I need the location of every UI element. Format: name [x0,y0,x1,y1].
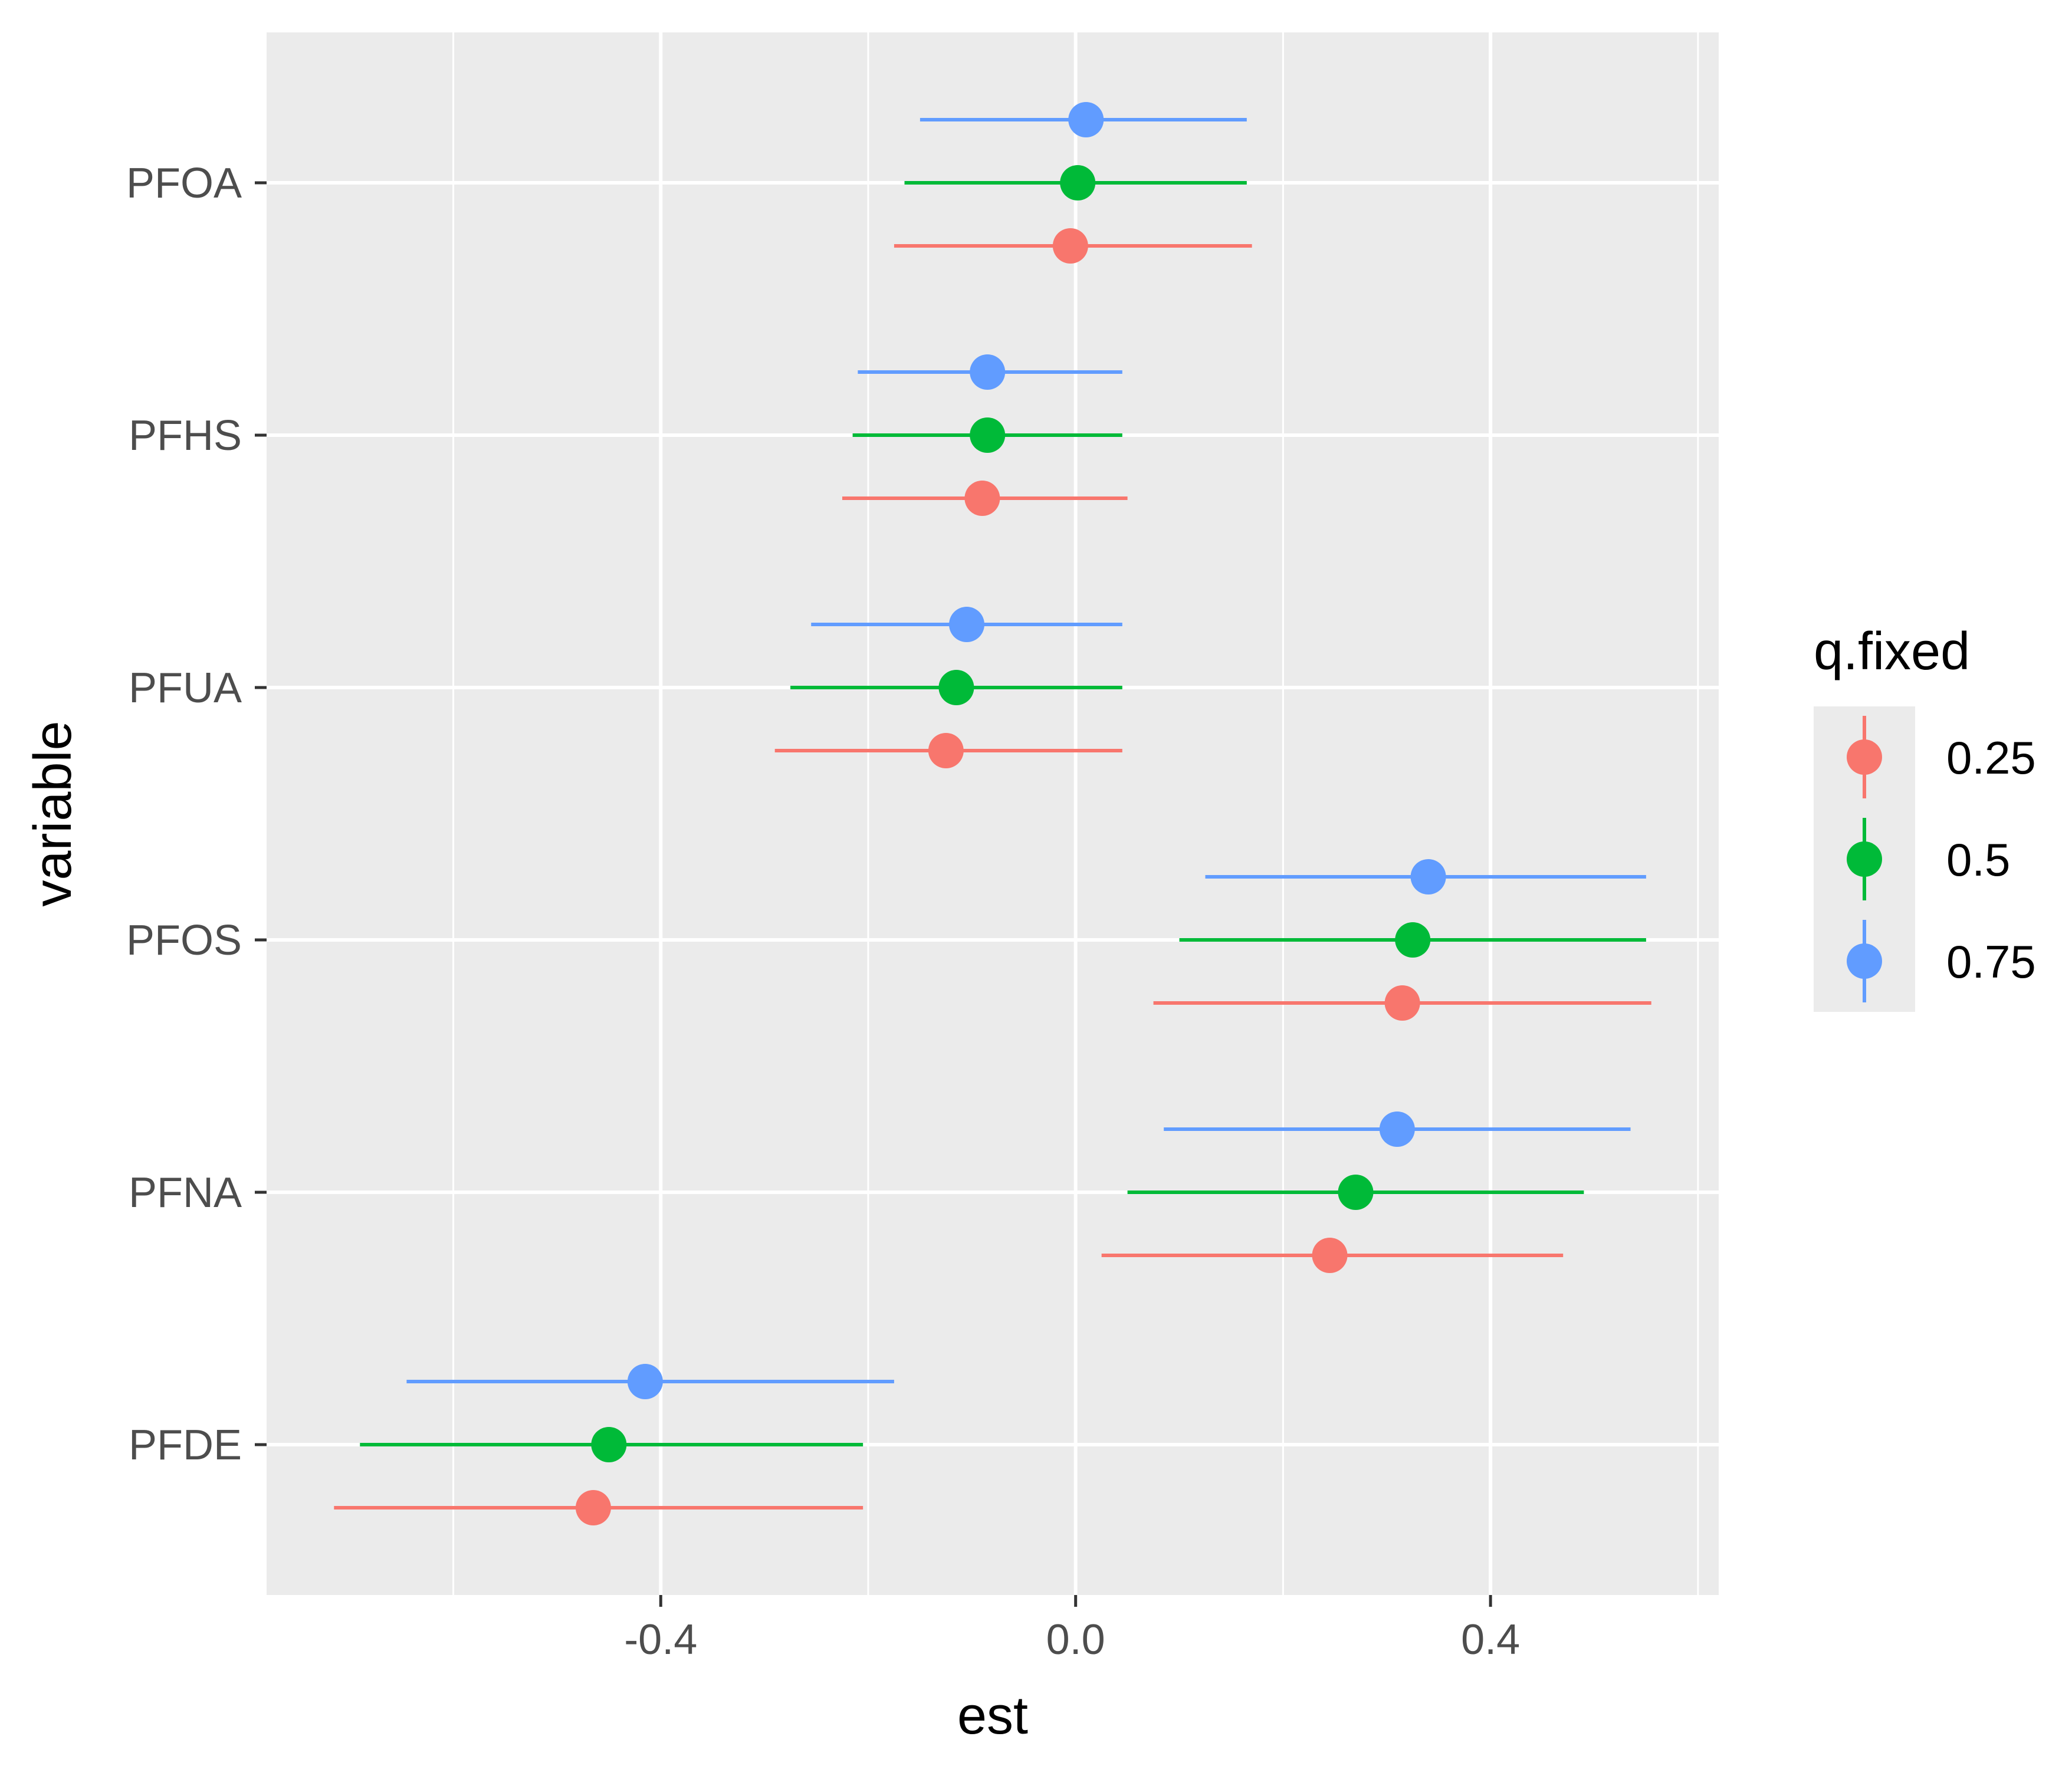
point-estimate [1060,165,1096,200]
point-estimate [949,607,985,642]
y-axis-title: variable [24,721,83,906]
point-estimate [970,354,1006,390]
legend-entry-label: 0.5 [1946,834,2010,886]
series-0.5 [360,165,1646,1462]
legend-entry-label: 0.25 [1946,732,2036,784]
y-tick-label: PFDE [129,1422,242,1469]
point-estimate [1410,859,1446,894]
point-estimate [575,1490,611,1525]
series-0.25 [334,228,1651,1525]
y-tick-label: PFNA [129,1169,242,1216]
y-tick-label: PFUA [129,665,242,712]
point-estimate [1052,228,1088,264]
legend-entry-label: 0.75 [1946,936,2036,988]
point-estimate [964,481,1000,516]
point-estimate [591,1427,627,1462]
series-0.75 [406,102,1646,1399]
x-axis-title: est [957,1686,1028,1745]
data-marks [334,102,1651,1525]
x-tick-label: 0.4 [1461,1616,1520,1663]
point-estimate [1312,1238,1348,1273]
point-estimate [1384,985,1420,1021]
point-estimate [970,417,1006,453]
point-estimate [928,733,964,768]
y-tick-label: PFOA [126,160,242,207]
x-axis: -0.4 0.0 0.4 [624,1595,1520,1663]
plot-panel [267,32,1719,1595]
point-estimate [627,1364,663,1399]
point-estimate [1395,922,1431,958]
legend-title: q.fixed [1814,622,1970,681]
legend-key-point [1847,943,1882,979]
point-estimate [1379,1111,1415,1147]
point-estimate [1338,1175,1374,1210]
x-tick-label: -0.4 [624,1616,697,1663]
legend-key-point [1847,739,1882,775]
point-estimate [938,670,974,705]
y-tick-label: PFHS [129,412,242,459]
legend: q.fixed 0.25 0.5 0.75 [1814,622,2036,1012]
point-estimate [1068,102,1104,137]
y-tick-label: PFOS [126,917,242,964]
y-axis: PFOA PFHS PFUA PFOS PFNA PFDE [126,160,267,1469]
x-tick-label: 0.0 [1046,1616,1105,1663]
legend-key-point [1847,841,1882,877]
